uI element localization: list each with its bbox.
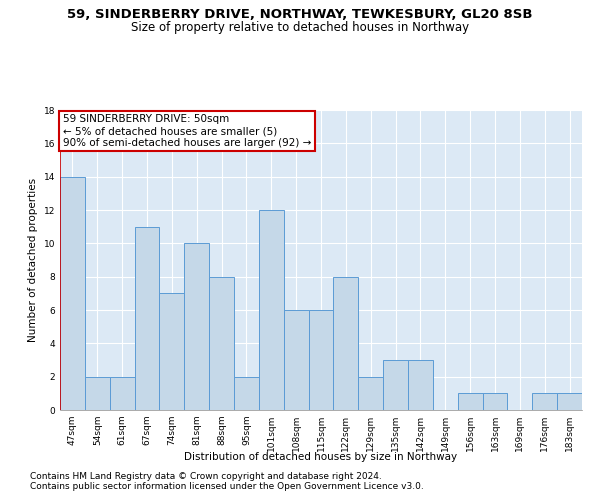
Bar [60,176,85,410]
Bar [259,210,284,410]
Text: 59 SINDERBERRY DRIVE: 50sqm
← 5% of detached houses are smaller (5)
90% of semi-: 59 SINDERBERRY DRIVE: 50sqm ← 5% of deta… [62,114,311,148]
Bar [308,310,334,410]
Bar [284,310,308,410]
Bar [557,394,582,410]
Text: Contains public sector information licensed under the Open Government Licence v3: Contains public sector information licen… [30,482,424,491]
Bar [532,394,557,410]
Text: Size of property relative to detached houses in Northway: Size of property relative to detached ho… [131,21,469,34]
Bar [184,244,209,410]
Bar [383,360,408,410]
Bar [234,376,259,410]
Bar [110,376,134,410]
Bar [134,226,160,410]
Bar [334,276,358,410]
Y-axis label: Number of detached properties: Number of detached properties [28,178,38,342]
Bar [160,294,184,410]
Bar [358,376,383,410]
Bar [482,394,508,410]
Bar [85,376,110,410]
Text: Contains HM Land Registry data © Crown copyright and database right 2024.: Contains HM Land Registry data © Crown c… [30,472,382,481]
Text: 59, SINDERBERRY DRIVE, NORTHWAY, TEWKESBURY, GL20 8SB: 59, SINDERBERRY DRIVE, NORTHWAY, TEWKESB… [67,8,533,20]
Bar [458,394,482,410]
Text: Distribution of detached houses by size in Northway: Distribution of detached houses by size … [184,452,458,462]
Bar [408,360,433,410]
Bar [209,276,234,410]
